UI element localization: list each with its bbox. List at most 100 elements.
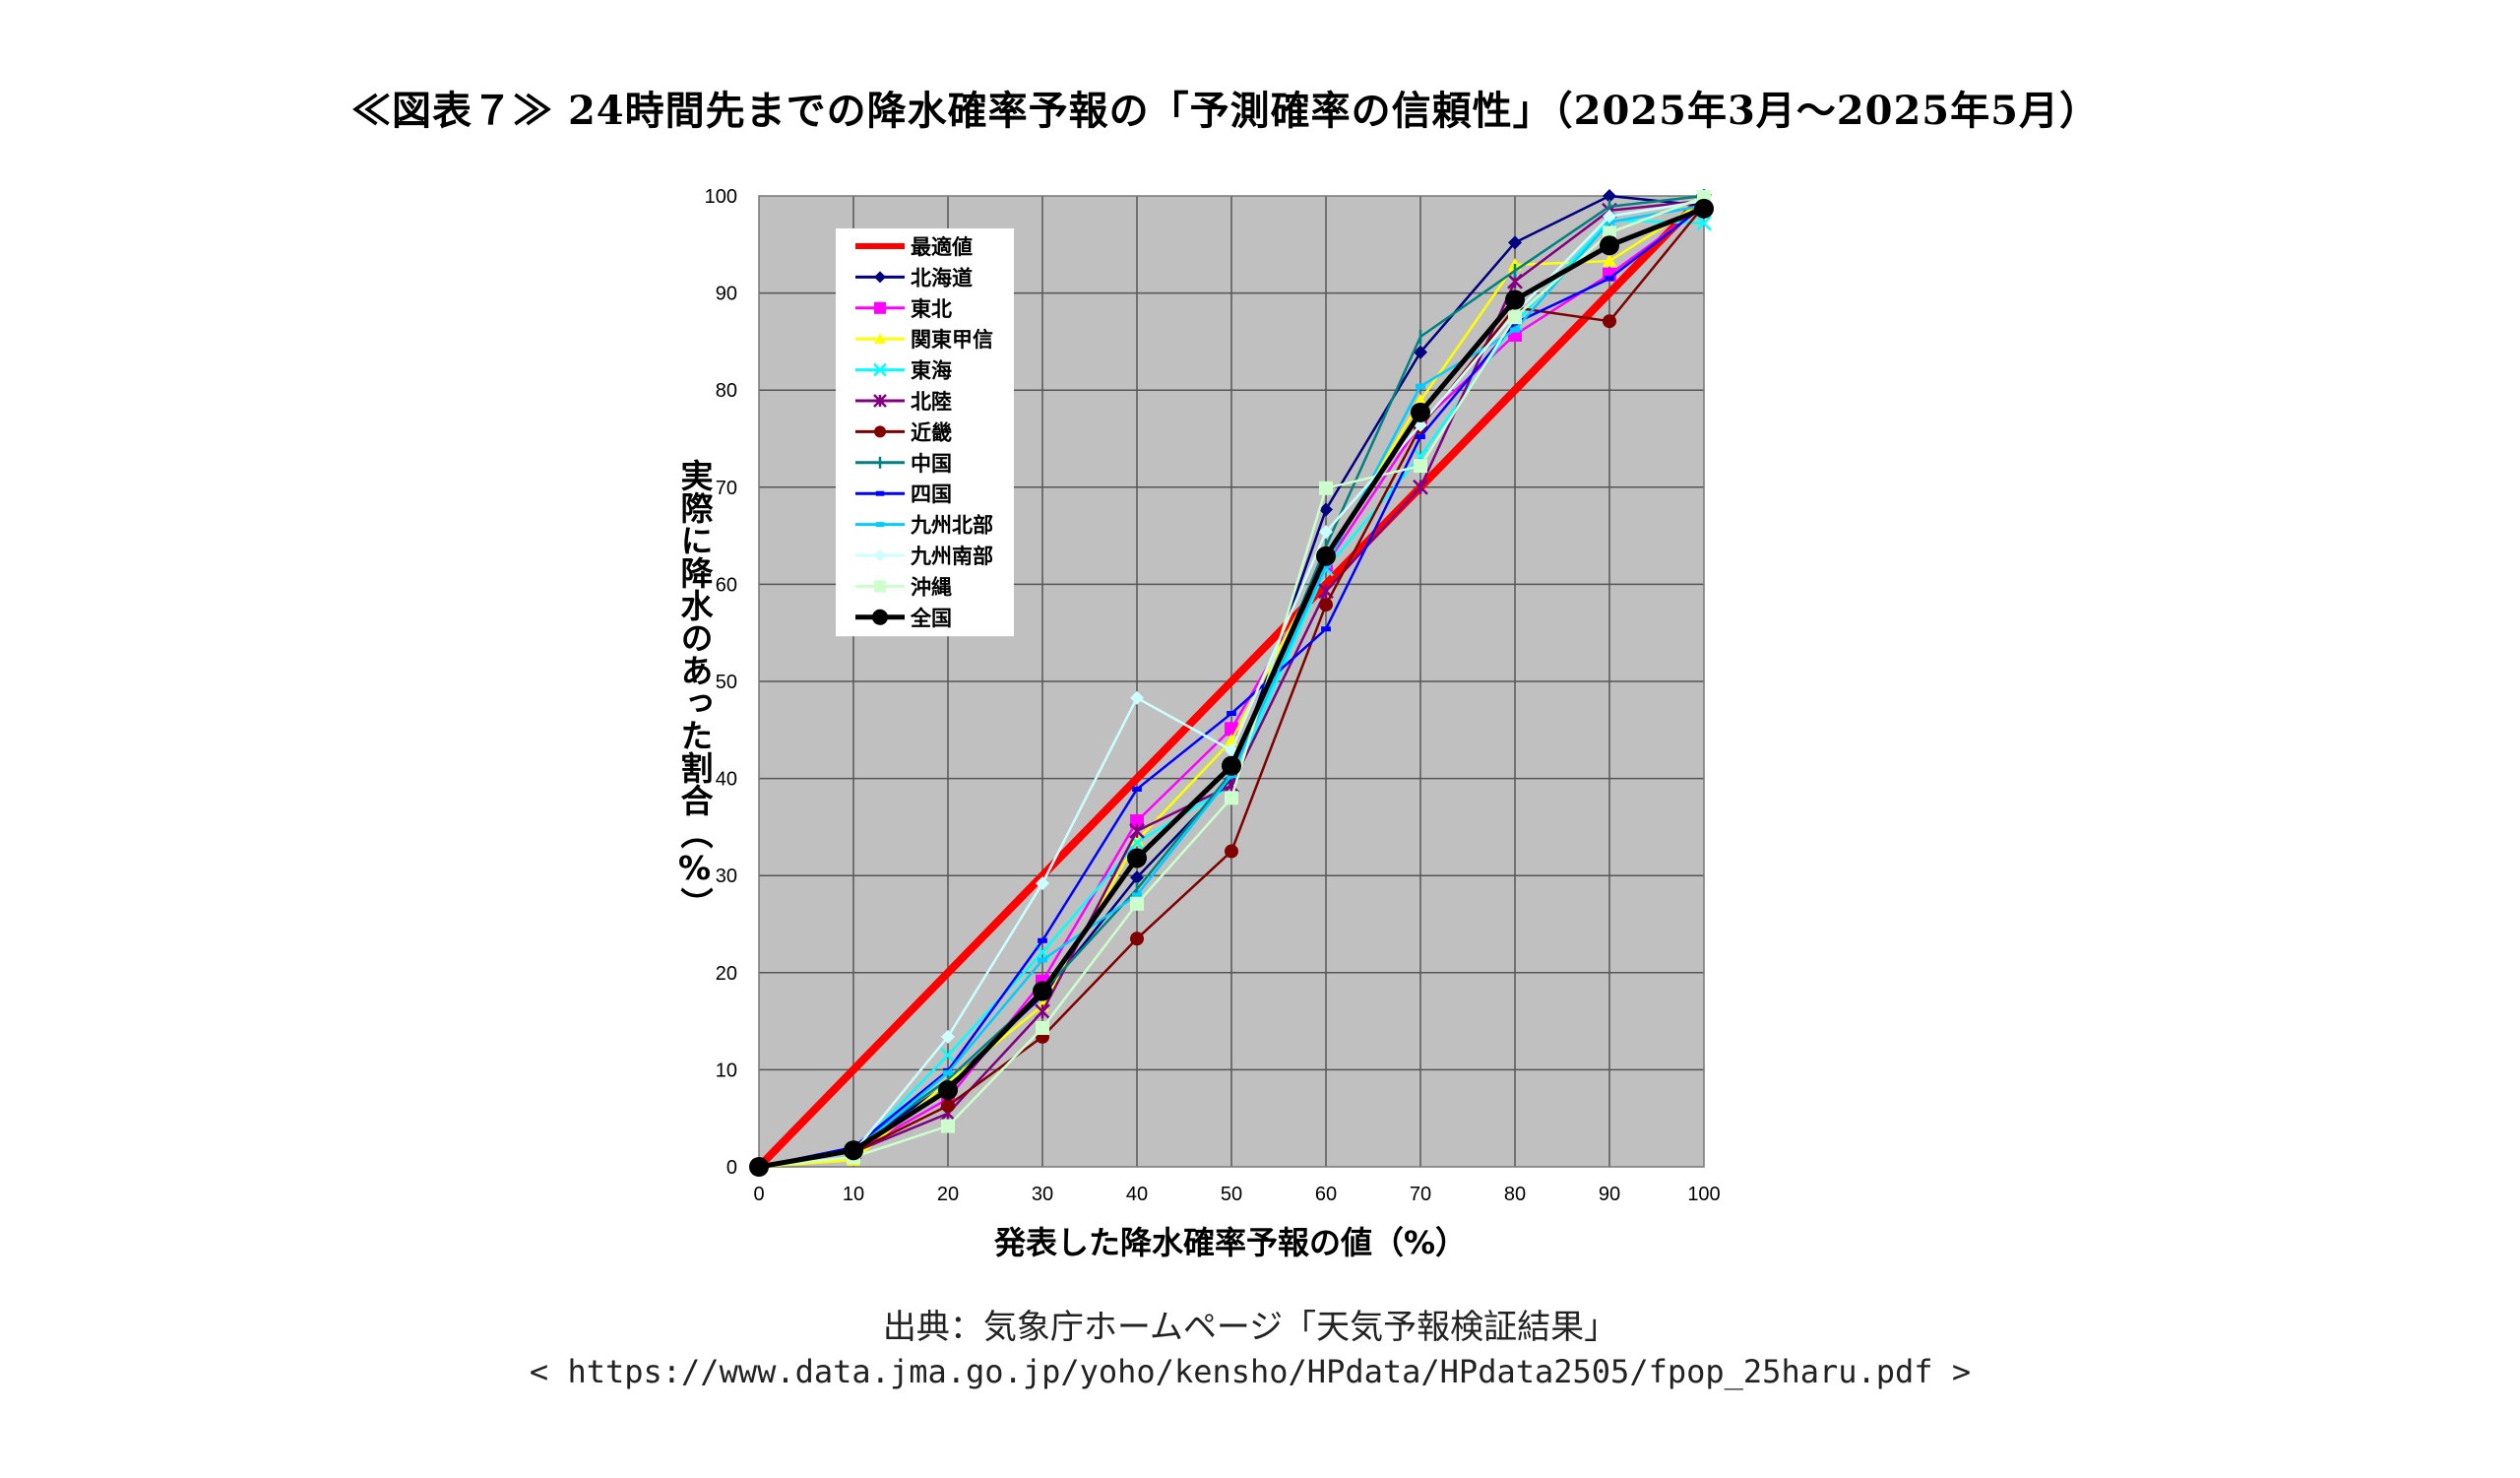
- marker-diamond: [1603, 189, 1616, 203]
- x-tick-label: 90: [1599, 1184, 1620, 1205]
- y-tick-label: 70: [716, 478, 737, 499]
- marker-square: [1414, 459, 1427, 474]
- marker-diamond: [874, 549, 886, 561]
- x-axis-label: 発表した降水確率予報の値（%）: [993, 1224, 1468, 1261]
- y-tick-label: 50: [716, 672, 737, 693]
- y-tick-label: 60: [716, 574, 737, 596]
- marker-circle: [1694, 198, 1714, 219]
- marker-circle: [874, 425, 886, 438]
- x-tick-label: 40: [1126, 1184, 1148, 1205]
- x-tick-label: 30: [1032, 1184, 1053, 1205]
- marker-circle: [872, 609, 888, 625]
- legend-label: 中国: [911, 452, 952, 476]
- y-tick-label: 30: [716, 866, 737, 887]
- marker-square: [1036, 1021, 1049, 1036]
- marker-dash: [1321, 626, 1331, 632]
- marker-x: [873, 362, 887, 377]
- marker-circle: [1127, 848, 1147, 868]
- marker-square: [1508, 310, 1522, 325]
- marker-square: [941, 1119, 955, 1133]
- marker-circle: [1319, 598, 1333, 612]
- marker-dash: [875, 490, 885, 496]
- x-tick-label: 60: [1315, 1184, 1337, 1205]
- marker-diamond: [1130, 870, 1144, 885]
- source-url: < https://www.data.jma.go.jp/yoho/kensho…: [529, 1353, 1972, 1390]
- x-tick-label: 50: [1221, 1184, 1242, 1205]
- legend-label: 北陸: [911, 390, 952, 414]
- marker-diamond: [1603, 209, 1616, 224]
- marker-triangle: [1414, 394, 1427, 407]
- legend-label: 九州南部: [910, 545, 993, 568]
- legend-label: 関東甲信: [911, 328, 993, 352]
- marker-circle: [749, 1157, 769, 1177]
- marker-dash: [1227, 711, 1236, 717]
- y-tick-label: 80: [716, 380, 737, 402]
- marker-diamond: [1508, 235, 1522, 250]
- legend-label: 東海: [911, 359, 952, 383]
- marker-square: [1130, 896, 1144, 911]
- x-tick-label: 80: [1504, 1184, 1526, 1205]
- marker-dash: [1132, 786, 1142, 792]
- marker-triangle: [874, 333, 886, 344]
- plot-border: [758, 195, 1705, 1168]
- marker-square: [1130, 813, 1144, 828]
- marker-square: [874, 580, 886, 593]
- marker-diamond: [1414, 345, 1427, 359]
- source-text: 出典：気象庁ホームページ「天気予報検証結果」: [882, 1308, 1618, 1347]
- y-tick-label: 0: [726, 1157, 737, 1179]
- marker-diamond: [1036, 876, 1049, 891]
- legend-label: 北海道: [911, 266, 973, 289]
- marker-star: [1413, 479, 1428, 495]
- marker-triangle: [1603, 254, 1616, 267]
- marker-dash: [1038, 937, 1047, 943]
- x-tick-label: 70: [1410, 1184, 1431, 1205]
- marker-star: [873, 394, 887, 408]
- marker-x: [1696, 215, 1712, 231]
- marker-circle: [1505, 289, 1525, 310]
- legend-label: 全国: [910, 607, 952, 630]
- x-tick-label: 100: [1687, 1184, 1720, 1205]
- series-全国: [749, 198, 1714, 1177]
- marker-circle: [1411, 402, 1430, 422]
- legend-label: 近畿: [911, 420, 952, 444]
- y-tick-label: 90: [716, 284, 737, 305]
- x-tick-label: 10: [843, 1184, 864, 1205]
- marker-square: [874, 301, 886, 314]
- legend-label: 九州北部: [910, 514, 993, 538]
- marker-circle: [1603, 314, 1616, 329]
- y-axis-label: 実際に降水のあった割合（%）: [675, 459, 714, 920]
- legend-label: 沖縄: [911, 575, 952, 599]
- marker-x: [940, 1047, 956, 1063]
- figure-title: ≪図表７≫ 24時間先までの降水確率予報の「予測確率の信頼性」（2025年3月～…: [351, 88, 2100, 134]
- marker-circle: [1225, 844, 1238, 859]
- marker-circle: [1600, 235, 1619, 256]
- y-tick-label: 10: [716, 1060, 737, 1081]
- marker-circle: [938, 1080, 958, 1101]
- y-tick-label: 20: [716, 963, 737, 985]
- marker-circle: [1130, 932, 1144, 946]
- series-line: [756, 193, 1707, 1170]
- marker-circle: [844, 1140, 863, 1161]
- series-最適値: [756, 193, 1707, 1170]
- marker-triangle: [1130, 833, 1144, 847]
- marker-square: [1319, 481, 1333, 495]
- marker-dash: [1132, 892, 1142, 898]
- marker-dash: [875, 522, 885, 528]
- marker-dash: [1416, 383, 1425, 389]
- marker-circle: [1316, 546, 1336, 566]
- marker-circle: [941, 1098, 955, 1113]
- marker-dash: [1416, 434, 1425, 440]
- marker-diamond: [1319, 502, 1333, 517]
- x-tick-label: 0: [753, 1184, 764, 1205]
- legend-label: 東北: [911, 297, 952, 321]
- marker-dash: [943, 1069, 953, 1075]
- marker-dash: [1038, 957, 1047, 963]
- marker-dash: [1605, 276, 1614, 282]
- marker-star: [1129, 822, 1145, 839]
- legend-label: 最適値: [911, 235, 973, 259]
- marker-circle: [1222, 755, 1241, 776]
- y-tick-label: 100: [705, 186, 737, 208]
- marker-diamond: [874, 271, 886, 284]
